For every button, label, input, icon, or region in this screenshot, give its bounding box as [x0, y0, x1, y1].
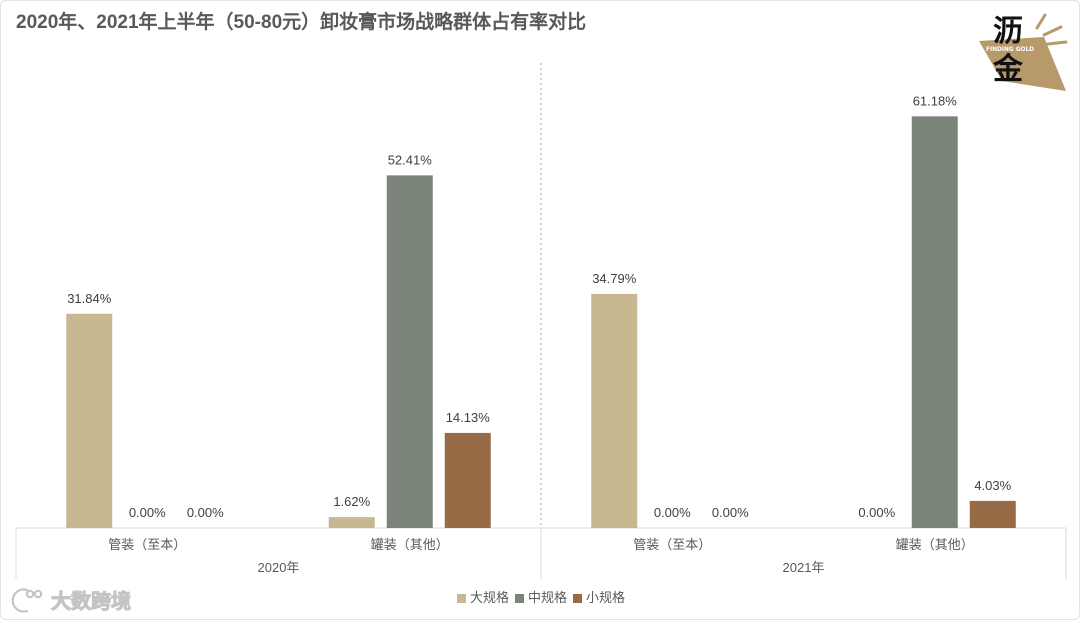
- category-label-g2-c2: 罐装（其他）: [896, 537, 974, 552]
- data-label-s1-g2-c1: 34.79%: [592, 271, 637, 286]
- legend-swatch-s1: [456, 593, 466, 603]
- watermark-logo-icon: [33, 589, 43, 599]
- category-label-g1-c1: 管装（至本）: [108, 537, 186, 552]
- category-label-g2-c1: 管装（至本）: [633, 537, 711, 552]
- logo-ray-icon: [1035, 13, 1047, 30]
- chart-legend: 大规格 中规格 小规格: [1, 590, 1079, 606]
- bar-s1-g1-c1: [66, 313, 113, 528]
- watermark-logo-icon: [11, 588, 29, 613]
- data-label-s2-g2-c1: 0.00%: [654, 505, 691, 520]
- watermark-text: 大数跨境: [51, 589, 131, 613]
- category-label-g1-c2: 罐装（其他）: [371, 537, 449, 552]
- bar-chart: 2020年 管装（至本） 31.84% 0.00% 0.00% 罐装（其他） 1.62% 52…: [15, 63, 1067, 579]
- logo-char-top: 沥: [993, 14, 1023, 49]
- watermark: 大数跨境: [11, 588, 132, 614]
- chart-title: 2020年、2021年上半年（50-80元）卸妆膏市场战略群体占有率对比: [16, 12, 587, 33]
- data-label-s2-g2-c2: 61.18%: [913, 93, 958, 108]
- legend-item-s3: 小规格: [573, 590, 625, 606]
- bar-s3-g2-c2: [969, 500, 1016, 528]
- bar-s3-g1-c2: [444, 432, 491, 528]
- bar-s1-g1-c2: [328, 517, 375, 528]
- data-label-s3-g2-c2: 4.03%: [974, 478, 1011, 493]
- logo-tagline: FINDING GOLD: [986, 45, 1035, 53]
- group-label-g1: 2020年: [258, 560, 300, 575]
- legend-label-s1: 大规格: [469, 590, 509, 605]
- logo-ray-icon: [1046, 40, 1068, 46]
- finding-gold-logo: 沥 FINDING GOLD 金: [979, 13, 1068, 91]
- legend-label-s2: 中规格: [527, 590, 567, 605]
- data-label-s1-g2-c2: 0.00%: [858, 505, 895, 520]
- data-label-s3-g2-c1: 0.00%: [712, 505, 749, 520]
- legend-swatch-s3: [573, 593, 582, 603]
- data-label-s1-g1-c2: 1.62%: [333, 494, 370, 509]
- legend-label-s3: 小规格: [586, 590, 626, 605]
- legend-item-s1: 大规格: [456, 590, 509, 606]
- group-label-g2: 2021年: [783, 560, 825, 575]
- bar-s2-g2-c2: [911, 116, 958, 528]
- bar-s1-g2-c1: [591, 293, 638, 528]
- data-label-s3-g1-c1: 0.00%: [187, 505, 224, 520]
- data-label-s1-g1-c1: 31.84%: [67, 291, 112, 306]
- legend-swatch-s2: [514, 593, 524, 603]
- logo-char-bottom: 金: [992, 52, 1024, 87]
- data-label-s2-g1-c2: 52.41%: [388, 152, 433, 167]
- legend-item-s2: 中规格: [514, 590, 567, 606]
- logo-gold-shape: [979, 37, 1066, 91]
- data-label-s2-g1-c1: 0.00%: [129, 505, 166, 520]
- data-label-s3-g1-c2: 14.13%: [446, 410, 491, 425]
- logo-ray-icon: [1042, 25, 1063, 37]
- watermark-logo-icon: [25, 589, 35, 599]
- bar-s2-g1-c2: [386, 175, 433, 528]
